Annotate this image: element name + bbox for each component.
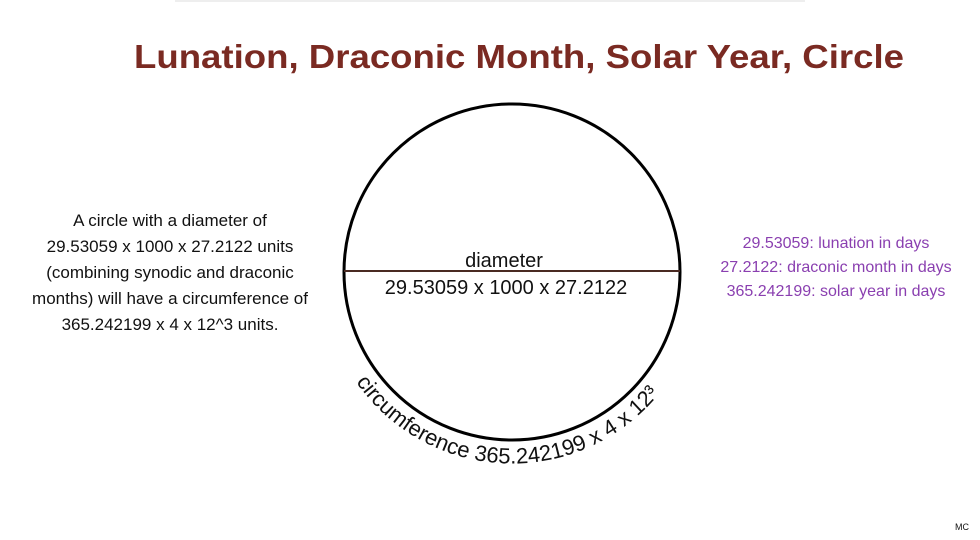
description-line: (combining synodic and draconic [46, 263, 294, 282]
description-line: A circle with a diameter of [73, 211, 267, 230]
legend: 29.53059: lunation in days 27.2122: drac… [720, 235, 951, 300]
legend-line: 27.2122: draconic month in days [720, 259, 951, 276]
description-line: months) will have a circumference of [32, 289, 308, 308]
description-line: 365.242199 x 4 x 12^3 units. [62, 315, 279, 334]
description: A circle with a diameter of 29.53059 x 1… [32, 211, 308, 334]
title: Lunation, Draconic Month, Solar Year, Ci… [134, 38, 904, 75]
description-line: 29.53059 x 1000 x 27.2122 units [47, 237, 294, 256]
diameter-label: diameter [465, 250, 543, 272]
legend-line: 365.242199: solar year in days [727, 283, 946, 300]
credit: MC [955, 522, 969, 532]
legend-line: 29.53059: lunation in days [743, 235, 930, 252]
diameter-value: 29.53059 x 1000 x 27.2122 [385, 277, 627, 299]
